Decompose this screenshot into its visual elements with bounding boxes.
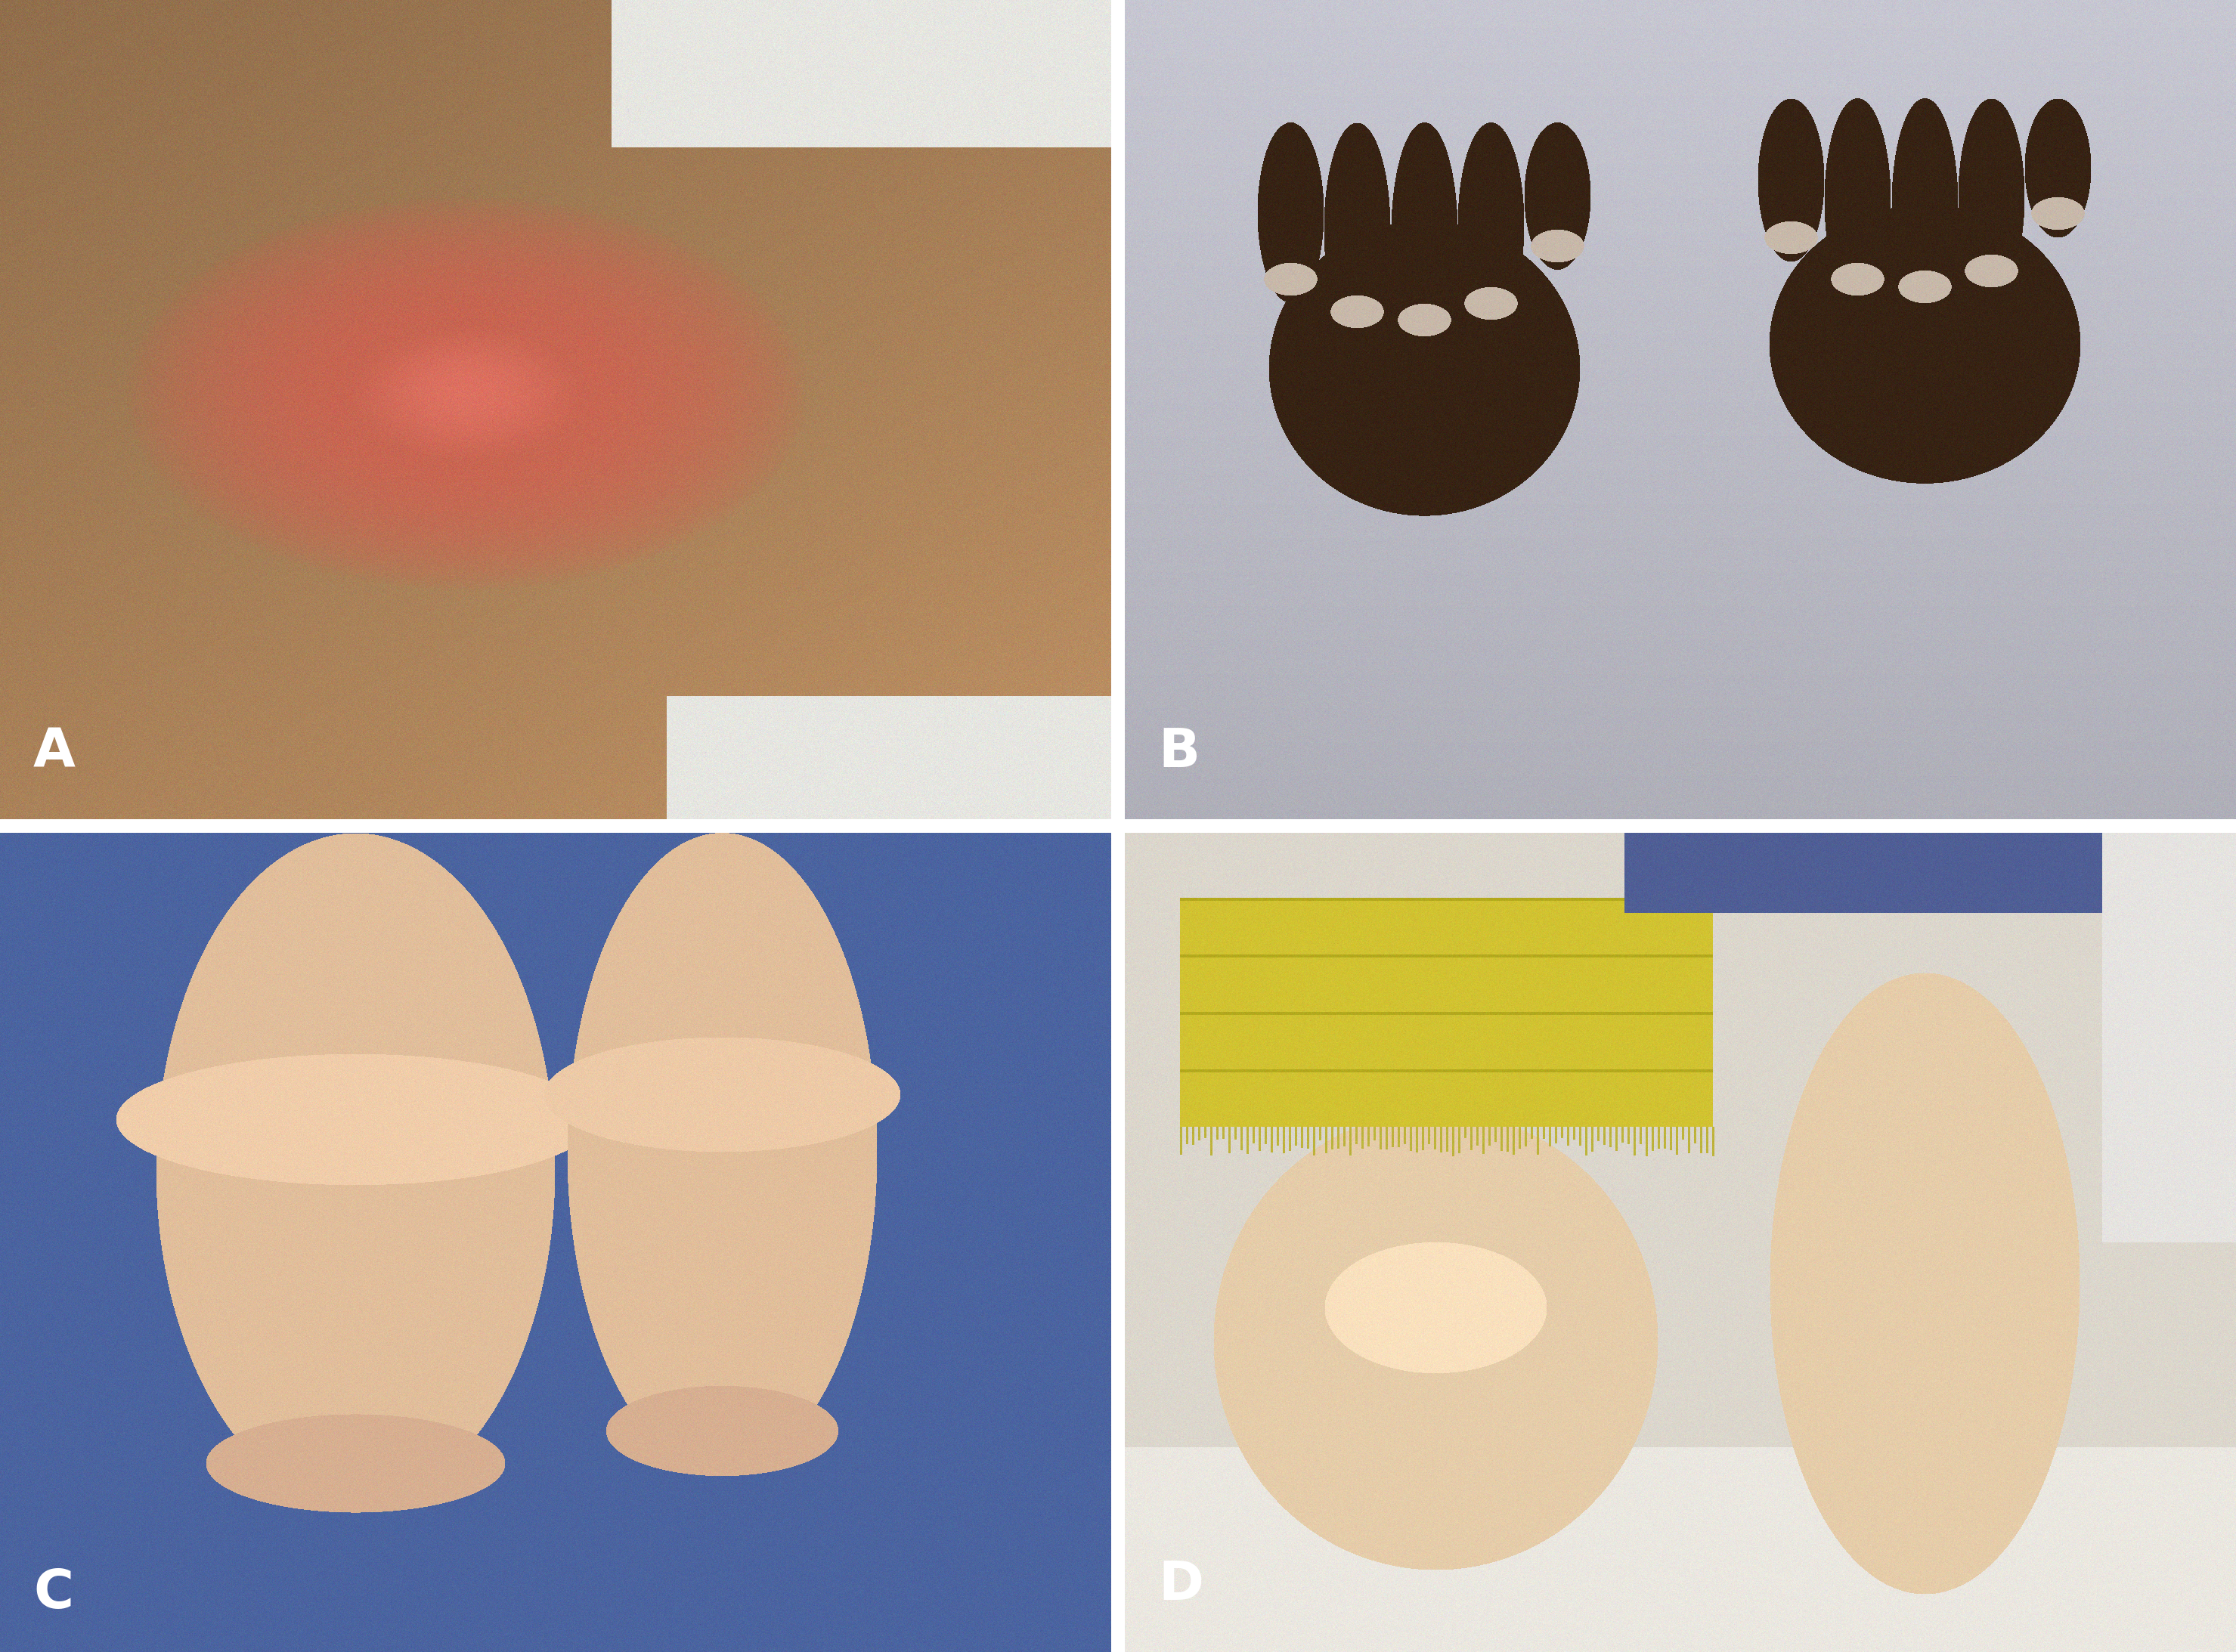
- Text: C: C: [34, 1568, 74, 1619]
- Text: D: D: [1158, 1559, 1203, 1611]
- Text: A: A: [34, 727, 76, 778]
- Text: B: B: [1158, 727, 1201, 778]
